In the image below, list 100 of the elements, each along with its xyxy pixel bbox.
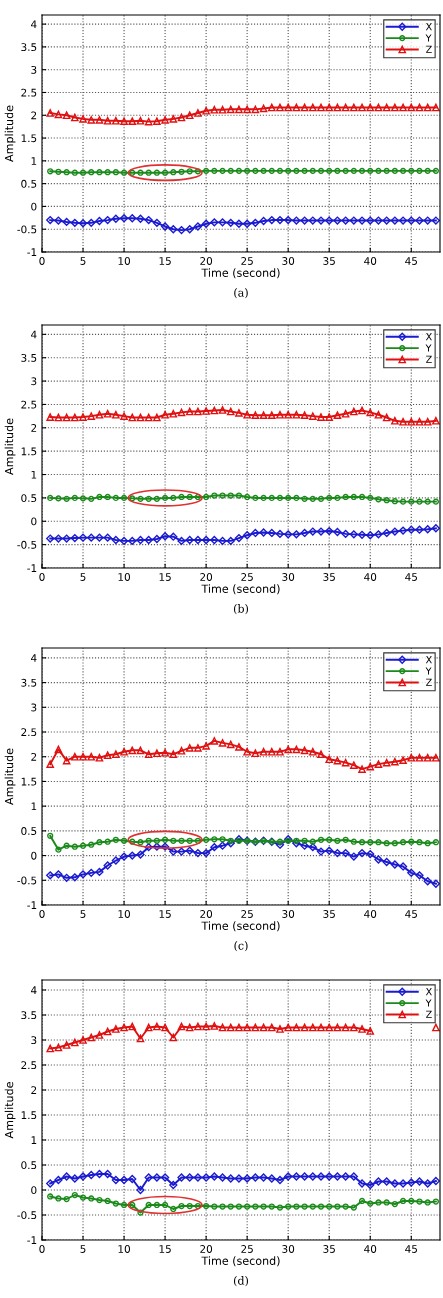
- y-tick-label: 2: [31, 752, 37, 761]
- y-tick-label: 2: [31, 1086, 37, 1094]
- point: [423, 103, 432, 112]
- point: [349, 1172, 358, 1181]
- point: [226, 218, 235, 227]
- point: [88, 1195, 95, 1202]
- point: [47, 1193, 54, 1200]
- point: [71, 1038, 79, 1047]
- point: [276, 1025, 284, 1033]
- point: [424, 1199, 431, 1206]
- point: [87, 218, 96, 227]
- point: [326, 167, 333, 174]
- point: [285, 167, 292, 174]
- point: [226, 407, 235, 416]
- point: [374, 530, 383, 539]
- point: [55, 1195, 62, 1202]
- point: [169, 225, 178, 234]
- point: [103, 1027, 112, 1036]
- point: [119, 1175, 129, 1185]
- point: [358, 839, 366, 846]
- point: [308, 103, 317, 112]
- point: [358, 406, 366, 415]
- point: [235, 105, 243, 114]
- point: [103, 1169, 112, 1179]
- point: [219, 167, 226, 174]
- point: [219, 492, 226, 499]
- point: [120, 494, 128, 502]
- point: [244, 167, 251, 174]
- point: [268, 494, 275, 502]
- point: [63, 495, 70, 502]
- point: [350, 761, 358, 769]
- point: [334, 494, 341, 502]
- point: [334, 167, 341, 174]
- legend-label: X: [425, 988, 432, 996]
- point: [136, 116, 145, 125]
- point: [391, 103, 399, 112]
- point: [194, 1022, 202, 1031]
- point: [218, 1173, 227, 1182]
- point: [218, 218, 227, 227]
- point: [407, 417, 416, 426]
- point: [211, 1203, 218, 1210]
- point: [144, 413, 153, 422]
- point: [374, 1177, 383, 1186]
- y-tick-label: -1: [27, 1236, 37, 1244]
- y-tick-label: 3.5: [21, 678, 37, 687]
- point: [128, 1174, 137, 1184]
- point: [326, 494, 333, 502]
- legend-label: Y: [425, 34, 432, 42]
- y-tick-label: 3: [31, 1036, 37, 1045]
- point: [366, 1180, 375, 1190]
- point: [407, 1178, 416, 1187]
- y-tick-label: 0.5: [21, 179, 37, 188]
- point: [62, 217, 71, 227]
- point: [301, 167, 308, 174]
- point: [87, 533, 96, 542]
- point: [111, 1175, 120, 1185]
- point: [309, 167, 316, 174]
- point: [260, 167, 267, 174]
- point: [317, 167, 325, 174]
- point: [46, 1179, 55, 1188]
- point: [333, 411, 342, 420]
- point: [71, 169, 78, 176]
- point: [96, 1196, 103, 1204]
- point: [46, 413, 55, 421]
- x-tick-label: 35: [323, 257, 335, 265]
- point: [424, 840, 431, 847]
- point: [276, 838, 284, 845]
- point: [367, 839, 374, 846]
- point: [137, 495, 144, 502]
- y-tick-label: 4: [31, 330, 37, 339]
- point: [423, 753, 432, 762]
- point: [144, 215, 153, 225]
- point: [87, 752, 96, 761]
- point: [276, 1204, 284, 1211]
- point: [120, 117, 128, 126]
- point: [210, 535, 219, 545]
- point: [161, 1023, 169, 1032]
- y-tick-label: 2.5: [21, 88, 37, 97]
- point: [177, 746, 186, 755]
- point: [423, 417, 432, 426]
- point: [62, 873, 71, 882]
- point: [202, 742, 210, 750]
- point: [87, 1170, 96, 1180]
- point: [243, 105, 251, 114]
- point: [185, 535, 194, 545]
- point: [358, 493, 366, 501]
- point: [431, 524, 440, 533]
- point: [333, 848, 342, 858]
- point: [408, 838, 415, 845]
- point: [342, 1203, 349, 1210]
- y-tick-label: 1.5: [21, 1111, 37, 1120]
- point: [424, 167, 431, 174]
- point: [341, 1172, 350, 1181]
- point: [170, 169, 177, 176]
- point: [325, 755, 334, 764]
- y-tick-label: 1: [31, 802, 37, 811]
- point: [275, 840, 285, 849]
- point: [178, 493, 185, 501]
- point: [120, 837, 128, 844]
- point: [120, 169, 128, 176]
